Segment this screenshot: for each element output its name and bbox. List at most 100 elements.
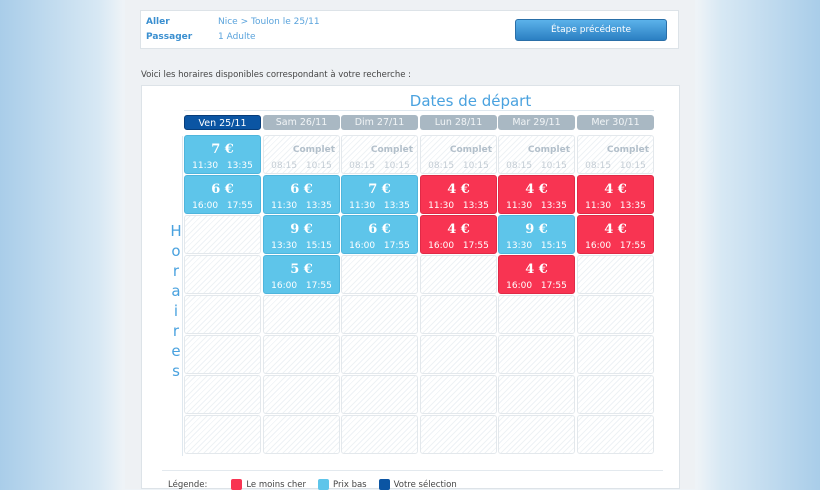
fare-price: 4 €: [604, 182, 627, 197]
fare-times: 16:00 17:55: [349, 241, 410, 251]
fare-price: 4 €: [525, 262, 548, 277]
passager-label: Passager: [146, 32, 193, 42]
fare-slot[interactable]: 9 € 13:30 15:15: [263, 215, 340, 254]
complet-label: Complet: [370, 145, 413, 155]
empty-slot: [184, 375, 261, 414]
fare-slot[interactable]: 7 € 11:30 13:35: [341, 175, 418, 214]
empty-slot: [577, 335, 654, 374]
fare-times: 11:30 13:35: [271, 201, 332, 211]
fare-price: 6 €: [290, 182, 313, 197]
empty-slot: [420, 335, 497, 374]
fare-price: 9 €: [290, 222, 313, 237]
fare-price: 7 €: [368, 182, 391, 197]
legend-swatch: [318, 479, 329, 490]
fare-times: 13:30 15:15: [271, 241, 332, 251]
fare-times: 08:15 10:15: [585, 161, 646, 171]
empty-slot: [420, 415, 497, 454]
fare-slot[interactable]: 4 € 11:30 13:35: [577, 175, 654, 214]
legend-item: Le moins cher: [231, 479, 306, 490]
fare-times: 13:30 15:15: [506, 241, 567, 251]
fare-slot[interactable]: 4 € 16:00 17:55: [420, 215, 497, 254]
empty-slot: [184, 415, 261, 454]
date-tab[interactable]: Lun 28/11: [420, 115, 497, 130]
fare-slot[interactable]: 4 € 16:00 17:55: [498, 255, 575, 294]
fare-times: 11:30 13:35: [506, 201, 567, 211]
fare-slot[interactable]: 5 € 16:00 17:55: [263, 255, 340, 294]
fare-times: 16:00 17:55: [585, 241, 646, 251]
previous-step-button[interactable]: Étape précédente: [515, 19, 667, 41]
empty-slot: [263, 335, 340, 374]
divider: [184, 110, 654, 111]
full-slot: Complet 08:15 10:15: [420, 135, 497, 174]
fare-price: 4 €: [525, 182, 548, 197]
empty-slot: [577, 375, 654, 414]
empty-slot: [184, 335, 261, 374]
empty-slot: [263, 415, 340, 454]
full-slot: Complet 08:15 10:15: [577, 135, 654, 174]
fare-slot[interactable]: 4 € 11:30 13:35: [498, 175, 575, 214]
schedule-grid: Dates de départ Ven 25/11 Sam 26/11 Dim 27…: [141, 85, 680, 490]
complet-label: Complet: [449, 145, 492, 155]
divider: [182, 136, 183, 456]
fare-slot[interactable]: 7 € 11:30 13:35: [184, 135, 261, 174]
fare-times: 11:30 13:35: [585, 201, 646, 211]
empty-slot: [341, 415, 418, 454]
fare-slot[interactable]: 6 € 16:00 17:55: [184, 175, 261, 214]
legend-item: Prix bas: [318, 479, 367, 490]
date-tab[interactable]: Sam 26/11: [263, 115, 340, 130]
empty-slot: [184, 215, 261, 254]
grid-title: Dates de départ: [409, 92, 532, 110]
fare-price: 6 €: [368, 222, 391, 237]
divider: [162, 470, 663, 471]
aller-label: Aller: [146, 17, 170, 27]
empty-slot: [184, 255, 261, 294]
fare-price: 7 €: [211, 142, 234, 157]
date-tab[interactable]: Dim 27/11: [341, 115, 418, 130]
empty-slot: [263, 295, 340, 334]
legend-label: Légende:: [168, 479, 208, 490]
empty-slot: [341, 295, 418, 334]
legend-item-label: Prix bas: [333, 479, 367, 490]
empty-slot: [341, 255, 418, 294]
fare-price: 5 €: [290, 262, 313, 277]
legend-item-label: Le moins cher: [246, 479, 306, 490]
fare-price: 4 €: [447, 182, 470, 197]
empty-slot: [341, 335, 418, 374]
date-tab[interactable]: Mar 29/11: [498, 115, 575, 130]
legend-item: Votre sélection: [378, 479, 457, 490]
empty-slot: [577, 415, 654, 454]
empty-slot: [341, 375, 418, 414]
legend-item-label: Votre sélection: [393, 479, 457, 490]
fare-price: 4 €: [604, 222, 627, 237]
intro-text: Voici les horaires disponibles correspon…: [141, 70, 412, 80]
empty-slot: [498, 375, 575, 414]
fare-slot[interactable]: 4 € 16:00 17:55: [577, 215, 654, 254]
full-slot: Complet 08:15 10:15: [341, 135, 418, 174]
fare-slot[interactable]: 9 € 13:30 15:15: [498, 215, 575, 254]
empty-slot: [498, 415, 575, 454]
fare-times: 11:30 13:35: [349, 201, 410, 211]
empty-slot: [420, 375, 497, 414]
empty-slot: [420, 255, 497, 294]
legend: Légende: Le moins cher Prix bas Votre séle…: [168, 479, 469, 490]
fare-times: 08:15 10:15: [506, 161, 567, 171]
legend-swatch: [231, 479, 243, 490]
date-tab[interactable]: Ven 25/11: [184, 115, 261, 130]
fare-slot[interactable]: 6 € 11:30 13:35: [263, 175, 340, 214]
trip-summary: Aller Nice > Toulon le 25/11 Passager 1 …: [140, 10, 679, 49]
complet-label: Complet: [527, 145, 570, 155]
fare-times: 16:00 17:55: [192, 201, 253, 211]
full-slot: Complet 08:15 10:15: [263, 135, 340, 174]
fare-slot[interactable]: 6 € 16:00 17:55: [341, 215, 418, 254]
passager-value: 1 Adulte: [218, 32, 256, 42]
empty-slot: [184, 295, 261, 334]
legend-swatch: [378, 479, 390, 490]
complet-label: Complet: [606, 145, 649, 155]
fare-slot[interactable]: 4 € 11:30 13:35: [420, 175, 497, 214]
fare-price: 6 €: [211, 182, 234, 197]
fare-times: 08:15 10:15: [271, 161, 332, 171]
fare-price: 9 €: [525, 222, 548, 237]
empty-slot: [263, 375, 340, 414]
date-tab[interactable]: Mer 30/11: [577, 115, 654, 130]
